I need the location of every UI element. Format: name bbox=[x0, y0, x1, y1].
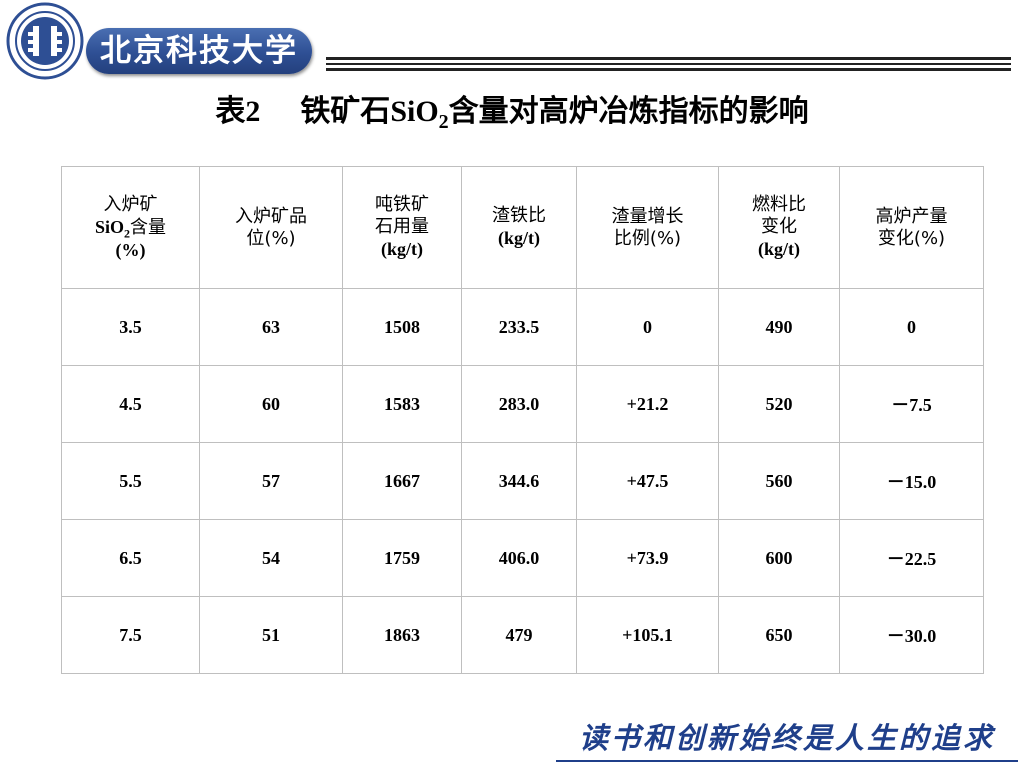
title-formula: SiO bbox=[390, 95, 439, 128]
table-cell: 520 bbox=[718, 365, 840, 443]
table-cell: 0 bbox=[839, 288, 984, 366]
table-cell: 490 bbox=[718, 288, 840, 366]
university-logo bbox=[6, 2, 84, 80]
column-header-ore-grade: 入炉矿品 位(%) bbox=[199, 166, 343, 289]
column-header-ore-consumption: 吨铁矿 石用量 (kg/t) bbox=[342, 166, 462, 289]
table-cell: 1667 bbox=[342, 442, 462, 520]
table-cell: 60 bbox=[199, 365, 343, 443]
table-row: 6.5 54 1759 406.0 +73.9 600 －22.5 bbox=[61, 519, 984, 597]
table-cell: 283.0 bbox=[461, 365, 577, 443]
table-cell: 54 bbox=[199, 519, 343, 597]
table-cell: 63 bbox=[199, 288, 343, 366]
table-cell: +47.5 bbox=[576, 442, 719, 520]
header-rule bbox=[326, 57, 1011, 60]
column-header-slag-ratio: 渣铁比 (kg/t) bbox=[461, 166, 577, 289]
title-text-after: 含量对高炉冶炼指标的影响 bbox=[448, 94, 809, 129]
table-cell: 1583 bbox=[342, 365, 462, 443]
column-header-output-change: 高炉产量 变化(%) bbox=[839, 166, 984, 289]
table-cell: －7.5 bbox=[839, 365, 984, 443]
table-cell: 1759 bbox=[342, 519, 462, 597]
table-cell: 600 bbox=[718, 519, 840, 597]
title-text-before: 铁矿石 bbox=[300, 94, 391, 129]
table-cell: 4.5 bbox=[61, 365, 200, 443]
table-cell: －22.5 bbox=[839, 519, 984, 597]
table-cell: 0 bbox=[576, 288, 719, 366]
title-formula-subscript: 2 bbox=[438, 111, 449, 133]
table-cell: 479 bbox=[461, 596, 577, 674]
column-header-sio2-content: 入炉矿 SiO2含量 (%) bbox=[61, 166, 200, 289]
table-cell: 5.5 bbox=[61, 442, 200, 520]
table-cell: －15.0 bbox=[839, 442, 984, 520]
table-cell: +105.1 bbox=[576, 596, 719, 674]
university-seal-icon bbox=[6, 2, 84, 80]
table-cell: 406.0 bbox=[461, 519, 577, 597]
column-header-slag-increase: 渣量增长 比例(%) bbox=[576, 166, 719, 289]
table-cell: 344.6 bbox=[461, 442, 577, 520]
table-cell: 233.5 bbox=[461, 288, 577, 366]
header-rule bbox=[326, 63, 1011, 65]
header-rule bbox=[326, 68, 1011, 71]
table-cell: 3.5 bbox=[61, 288, 200, 366]
university-name-banner: 北京科技大学 bbox=[86, 28, 312, 74]
table-title: 表2 铁矿石SiO2含量对高炉冶炼指标的影响 bbox=[0, 92, 1024, 132]
table-cell: +21.2 bbox=[576, 365, 719, 443]
footer-slogan: 读书和创新始终是人生的追求 bbox=[578, 721, 995, 755]
table-cell: 1863 bbox=[342, 596, 462, 674]
table-cell: 6.5 bbox=[61, 519, 200, 597]
table-row: 3.5 63 1508 233.5 0 490 0 bbox=[61, 288, 984, 366]
table-header-row: 入炉矿 SiO2含量 (%) 入炉矿品 位(%) 吨铁矿 石用量 (kg/t) … bbox=[61, 166, 984, 289]
title-prefix: 表 bbox=[215, 94, 246, 129]
table-cell: +73.9 bbox=[576, 519, 719, 597]
table-row: 7.5 51 1863 479 +105.1 650 －30.0 bbox=[61, 596, 984, 674]
table-cell: 1508 bbox=[342, 288, 462, 366]
table-cell: 560 bbox=[718, 442, 840, 520]
table-row: 5.5 57 1667 344.6 +47.5 560 －15.0 bbox=[61, 442, 984, 520]
table-cell: 7.5 bbox=[61, 596, 200, 674]
column-header-fuel-ratio-change: 燃料比 变化 (kg/t) bbox=[718, 166, 840, 289]
table-row: 4.5 60 1583 283.0 +21.2 520 －7.5 bbox=[61, 365, 984, 443]
table-cell: 51 bbox=[199, 596, 343, 674]
table-cell: 57 bbox=[199, 442, 343, 520]
table-cell: －30.0 bbox=[839, 596, 984, 674]
data-table: 入炉矿 SiO2含量 (%) 入炉矿品 位(%) 吨铁矿 石用量 (kg/t) … bbox=[61, 166, 984, 674]
footer-rule bbox=[556, 760, 1018, 762]
table-cell: 650 bbox=[718, 596, 840, 674]
title-number: 2 bbox=[245, 95, 261, 128]
